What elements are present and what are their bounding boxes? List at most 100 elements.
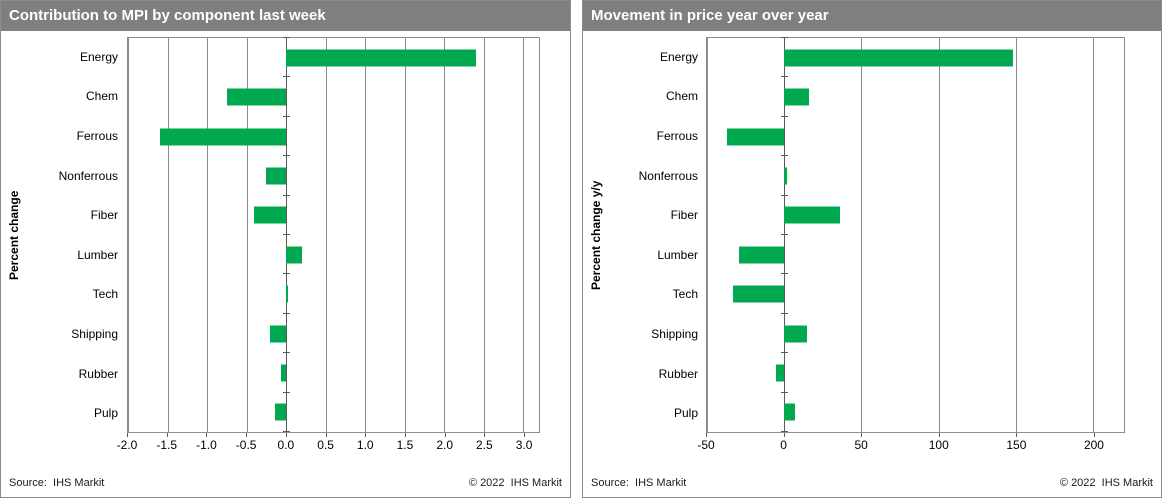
- gridline: [246, 38, 248, 432]
- category-axis-tick: [283, 194, 291, 196]
- category-label: Tech: [92, 287, 118, 302]
- gridline: [1093, 38, 1095, 432]
- chart-footer: Source: IHS Markit © 2022 IHS Markit: [9, 477, 562, 489]
- bar-energy: [286, 49, 476, 67]
- category-label: Ferrous: [76, 128, 118, 143]
- bar-fiber: [784, 206, 840, 224]
- axis-tick-label: 0: [780, 438, 787, 452]
- axis-tick: [404, 433, 406, 437]
- bar-energy: [784, 49, 1013, 67]
- category-label: Lumber: [77, 247, 118, 262]
- bar-rubber: [776, 364, 785, 382]
- category-axis-tick: [283, 391, 291, 393]
- category-label: Shipping: [71, 326, 118, 341]
- category-label: Shipping: [651, 326, 698, 341]
- chart-title: Contribution to MPI by component last we…: [9, 7, 326, 24]
- source-note: Source: IHS Markit: [591, 477, 687, 489]
- category-label: Chem: [665, 89, 698, 104]
- gridline: [128, 38, 129, 432]
- axis-tick: [166, 433, 168, 437]
- gridline: [523, 38, 525, 432]
- category-axis-tick: [781, 234, 789, 235]
- bar-chem: [226, 88, 287, 106]
- category-label: Rubber: [78, 366, 118, 381]
- gridline: [444, 38, 446, 432]
- chart-title-bar: Contribution to MPI by component last we…: [1, 1, 570, 31]
- axis-tick: [285, 433, 287, 437]
- copyright-note: © 2022 IHS Markit: [1059, 477, 1153, 489]
- category-label: Pulp: [93, 406, 118, 421]
- bar-lumber: [286, 246, 302, 264]
- gridline: [938, 38, 940, 432]
- category-label: Energy: [659, 49, 698, 64]
- category-axis-tick: [283, 312, 291, 314]
- bar-ferrous: [159, 128, 287, 145]
- category-axis-tick: [781, 194, 789, 196]
- axis-tick-label: 2.5: [476, 438, 493, 452]
- axis-tick-label: 1.0: [356, 438, 374, 452]
- axis-tick: [365, 433, 367, 437]
- category-axis-tick: [283, 273, 291, 275]
- category-axis-tick: [781, 76, 789, 78]
- chart-footer: Source: IHS Markit © 2022 IHS Markit: [591, 477, 1153, 489]
- x-axis: -50 0 50 100 150 200: [697, 433, 1125, 455]
- axis-tick: [1016, 433, 1018, 437]
- x-axis: -2.0 -1.5 -1.0 -0.5 0.0 0.5 1.0 1.5 2.0 2.5 3.0: [117, 433, 540, 455]
- category-label: Nonferrous: [58, 168, 118, 183]
- axis-tick-label: 150: [1006, 438, 1027, 452]
- bar-tech: [286, 285, 288, 303]
- category-axis-tick: [781, 431, 789, 432]
- axis-tick-label: 50: [854, 438, 868, 452]
- axis-tick: [524, 433, 526, 437]
- bar-ferrous: [727, 128, 785, 145]
- category-label: Pulp: [673, 406, 698, 421]
- gridline: [707, 38, 708, 432]
- zero-axis-line: [286, 38, 288, 432]
- category-axis-tick: [781, 155, 789, 157]
- gridline: [861, 38, 863, 432]
- category-axis-tick: [283, 155, 291, 157]
- category-axis-tick: [781, 312, 789, 314]
- axis-tick: [861, 433, 863, 437]
- bar-shipping: [784, 325, 808, 342]
- category-axis-tick: [781, 273, 789, 275]
- axis-tick-label: -2.0: [116, 438, 138, 452]
- axis-tick-label: 1.5: [396, 438, 414, 452]
- axis-tick: [706, 433, 707, 437]
- axis-tick-label: -1.0: [196, 438, 217, 452]
- axis-tick: [206, 433, 208, 437]
- gridline: [1015, 38, 1017, 432]
- category-axis-tick: [781, 115, 789, 117]
- axis-tick: [127, 433, 128, 437]
- axis-tick: [484, 433, 486, 437]
- category-axis-tick: [283, 115, 291, 117]
- axis-tick-label: -50: [697, 438, 715, 452]
- category-label: Ferrous: [656, 128, 698, 143]
- axis-tick: [444, 433, 446, 437]
- bar-shipping: [270, 325, 287, 342]
- bar-nonferrous: [266, 167, 287, 185]
- axis-tick: [938, 433, 940, 437]
- category-label: Nonferrous: [638, 168, 698, 183]
- source-note: Source: IHS Markit: [9, 477, 105, 489]
- category-axis-tick: [283, 234, 291, 235]
- category-label: Fiber: [90, 208, 118, 223]
- axis-tick-label: 200: [1083, 438, 1104, 452]
- category-axis-tick: [781, 37, 789, 38]
- axis-tick: [783, 433, 785, 437]
- category-axis-tick: [283, 431, 291, 432]
- chart-title: Movement in price year over year: [591, 7, 829, 24]
- axis-tick-label: 3.0: [515, 438, 533, 452]
- category-axis-tick: [283, 76, 291, 78]
- bar-fiber: [254, 206, 287, 224]
- category-label: Chem: [85, 89, 118, 104]
- category-axis-tick: [781, 352, 789, 354]
- axis-tick-label: -0.5: [235, 438, 257, 452]
- bar-chem: [784, 88, 809, 106]
- category-label: Fiber: [670, 208, 698, 223]
- axis-tick-label: 0.5: [317, 438, 334, 452]
- category-label: Rubber: [658, 366, 698, 381]
- category-axis-tick: [283, 37, 291, 38]
- bar-pulp: [784, 403, 796, 421]
- category-label: Tech: [672, 287, 698, 302]
